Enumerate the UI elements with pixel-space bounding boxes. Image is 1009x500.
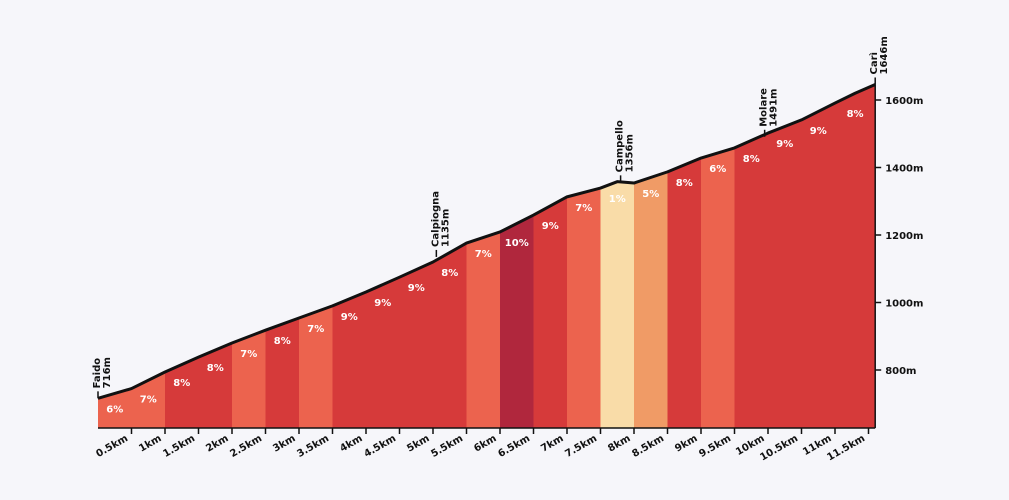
grade-label: 7%	[240, 349, 257, 360]
grade-label: 6%	[709, 164, 726, 175]
waypoint-name: Campello	[615, 120, 626, 172]
grade-segment	[399, 262, 433, 428]
grade-label: 7%	[575, 203, 592, 214]
x-tick-label: 2.5km	[228, 433, 264, 460]
waypoint-name: Calpiogna	[430, 191, 441, 247]
x-tick-label: 4.5km	[362, 433, 398, 460]
profile-line	[97, 83, 876, 400]
grade-segment	[332, 292, 366, 428]
x-tick-label: 11.5km	[825, 433, 867, 463]
waypoint-elevation: 1646m	[879, 36, 890, 74]
grade-segment	[701, 147, 735, 429]
x-tick-label: 3km	[271, 433, 297, 455]
waypoint-name: Carì	[868, 52, 880, 74]
x-tick-label: 8.5km	[630, 433, 666, 460]
grade-segment	[634, 171, 668, 428]
x-tick-label: 0.5km	[94, 433, 130, 460]
grade-label: 8%	[441, 268, 458, 279]
x-tick-label: 10.5km	[758, 433, 800, 463]
grade-segment	[433, 243, 467, 428]
x-tick-label: 7.5km	[563, 433, 599, 460]
grade-label: 9%	[374, 298, 391, 309]
grade-segment	[265, 318, 299, 428]
x-tick-label: 2km	[204, 433, 230, 455]
x-tick-label: 5.5km	[429, 433, 465, 460]
grade-label: 5%	[642, 189, 659, 200]
grade-segment	[165, 357, 199, 428]
grade-segment	[567, 188, 601, 428]
y-tick-label: 1400m	[885, 164, 923, 175]
grade-segment	[734, 133, 768, 428]
waypoint-elevation: 716m	[102, 357, 113, 388]
waypoint-elevation: 1491m	[769, 89, 780, 127]
x-tick-label: 8km	[606, 433, 632, 455]
grade-label: 9%	[341, 312, 358, 323]
x-tick-label: 4km	[338, 433, 364, 455]
x-tick-label: 3.5km	[295, 433, 331, 460]
grade-label: 8%	[173, 378, 190, 389]
waypoint-name: Faido	[92, 358, 103, 389]
grade-label: 9%	[776, 139, 793, 150]
grade-label: 8%	[274, 336, 291, 347]
grade-label: 9%	[542, 221, 559, 232]
grade-segment	[232, 330, 266, 428]
grade-segment	[466, 231, 500, 428]
y-tick-label: 1000m	[885, 299, 923, 310]
y-tick-label: 1600m	[885, 96, 923, 107]
grade-segment	[600, 181, 634, 428]
grade-label: 8%	[847, 109, 864, 120]
grade-segment	[98, 388, 132, 428]
x-tick-label: 1km	[137, 433, 163, 455]
grade-label: 8%	[676, 178, 693, 189]
grade-label: 9%	[810, 126, 827, 137]
y-tick-label: 800m	[885, 366, 916, 377]
y-tick-label: 1200m	[885, 231, 923, 242]
x-tick-label: 9km	[673, 433, 699, 455]
x-tick-label: 1.5km	[161, 433, 197, 460]
grade-segment	[835, 84, 876, 428]
grade-label: 7%	[475, 249, 492, 260]
x-tick-label: 9.5km	[697, 433, 733, 460]
grade-label: 9%	[408, 283, 425, 294]
grade-segment	[299, 305, 333, 428]
x-tick-label: 5km	[405, 433, 431, 455]
grade-label: 6%	[106, 404, 123, 415]
grade-segment	[667, 158, 701, 429]
grade-segment	[366, 277, 400, 428]
x-tick-label: 6.5km	[496, 433, 532, 460]
grade-segment	[801, 103, 835, 428]
grade-label: 10%	[505, 238, 529, 249]
grade-label: 1%	[609, 194, 626, 205]
waypoint-elevation: 1356m	[625, 134, 636, 172]
grade-label: 7%	[307, 324, 324, 335]
grade-segment	[198, 343, 232, 428]
grade-segment	[768, 119, 802, 428]
grade-label: 8%	[207, 363, 224, 374]
x-tick-label: 7km	[539, 433, 565, 455]
waypoint-name: Molare	[759, 88, 770, 127]
x-tick-label: 6km	[472, 433, 498, 455]
waypoint-elevation: 1135m	[440, 209, 451, 247]
grade-segment	[533, 196, 567, 428]
grade-label: 7%	[140, 395, 157, 406]
grade-segment	[500, 215, 534, 428]
grade-label: 8%	[743, 154, 760, 165]
